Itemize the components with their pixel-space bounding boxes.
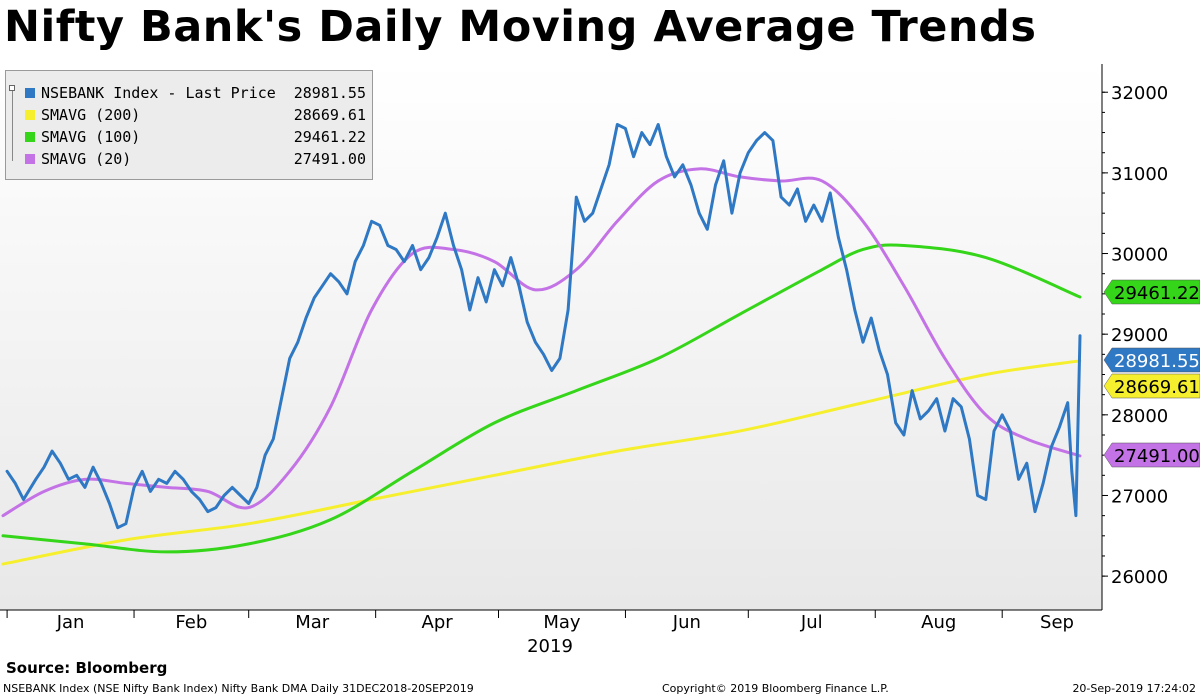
legend-tree-line [12, 89, 19, 161]
tag-shape [1103, 442, 1200, 468]
legend-value: 28669.61 [293, 106, 366, 124]
tag-shape [1103, 279, 1200, 305]
footer-timestamp: 20-Sep-2019 17:24:02 [1072, 682, 1196, 695]
x-tick-label: Jun [672, 612, 701, 633]
series-line-2 [1, 243, 1082, 554]
tag-label: 27491.00 [1114, 446, 1200, 467]
footer-description: NSEBANK Index (NSE Nifty Bank Index) Nif… [3, 682, 474, 695]
footer-bar: NSEBANK Index (NSE Nifty Bank Index) Nif… [0, 680, 1200, 697]
y-tick-label: 28000 [1111, 406, 1168, 427]
x-tick-label: Mar [295, 612, 330, 633]
x-tick-label: Apr [422, 612, 454, 633]
last-value-tag-2: 29461.22 [1103, 279, 1200, 305]
legend-swatch-smavg-100 [25, 132, 35, 142]
x-tick-label: Aug [921, 612, 956, 633]
legend-name: SMAVG (100) [41, 128, 141, 146]
tag-shape [1103, 373, 1200, 399]
y-axis-ticks: 32000 31000 30000 29000 28000 27000 26000 [1102, 83, 1168, 588]
legend-value: 27491.00 [293, 150, 366, 168]
tag-label: 28981.55 [1114, 351, 1200, 372]
y-tick-label: 31000 [1111, 164, 1168, 185]
x-tick-label: Jul [800, 612, 823, 633]
y-tick-label: 30000 [1111, 245, 1168, 266]
legend: NSEBANK Index - Last Price 28981.55 SMAV… [5, 70, 373, 180]
legend-name: SMAVG (20) [41, 150, 132, 168]
last-value-tag-3: 27491.00 [1103, 442, 1200, 468]
legend-name: NSEBANK Index - Last Price [41, 84, 276, 102]
y-tick-label: 27000 [1111, 486, 1168, 507]
legend-name: SMAVG (200) [41, 106, 141, 124]
series-line-1 [1, 359, 1082, 566]
series-line-0 [5, 123, 1082, 530]
x-year-label: 2019 [527, 636, 573, 657]
x-tick-label: Sep [1040, 612, 1074, 633]
chart-title: Nifty Bank's Daily Moving Average Trends [4, 2, 1037, 52]
tag-shape [1103, 347, 1200, 373]
legend-value: 28981.55 [293, 84, 366, 102]
x-tick-label: May [543, 612, 581, 633]
legend-entry-smavg-20: SMAVG (20) 27491.00 [14, 149, 366, 171]
legend-collapse-icon[interactable] [9, 85, 15, 91]
legend-swatch-smavg-20 [25, 154, 35, 164]
legend-entry-smavg-100: SMAVG (100) 29461.22 [14, 127, 366, 149]
x-axis-ticks: Jan Feb Mar Apr May Jun Jul Aug Sep 2019 [6, 610, 1074, 657]
source-note: Source: Bloomberg [6, 659, 168, 677]
y-tick-label: 26000 [1111, 567, 1168, 588]
y-tick-label: 32000 [1111, 83, 1168, 104]
legend-entry-nsebank: NSEBANK Index - Last Price 28981.55 [14, 83, 366, 105]
last-value-tag-0: 28981.55 [1103, 347, 1200, 373]
series-line-3 [1, 167, 1082, 518]
x-tick-label: Feb [175, 612, 207, 633]
tag-label: 28669.61 [1114, 377, 1200, 398]
footer-copyright: Copyright© 2019 Bloomberg Finance L.P. [662, 682, 889, 695]
y-tick-label: 29000 [1111, 325, 1168, 346]
last-value-tag-1: 28669.61 [1103, 373, 1200, 399]
legend-swatch-nsebank [25, 88, 35, 98]
legend-value: 29461.22 [293, 128, 366, 146]
legend-swatch-smavg-200 [25, 110, 35, 120]
x-tick-label: Jan [56, 612, 85, 633]
series-lines [1, 123, 1082, 566]
legend-entry-smavg-200: SMAVG (200) 28669.61 [14, 105, 366, 127]
last-value-tags: 28981.55 28669.61 29461.22 27491.00 [1103, 279, 1200, 468]
tag-label: 29461.22 [1114, 283, 1200, 304]
